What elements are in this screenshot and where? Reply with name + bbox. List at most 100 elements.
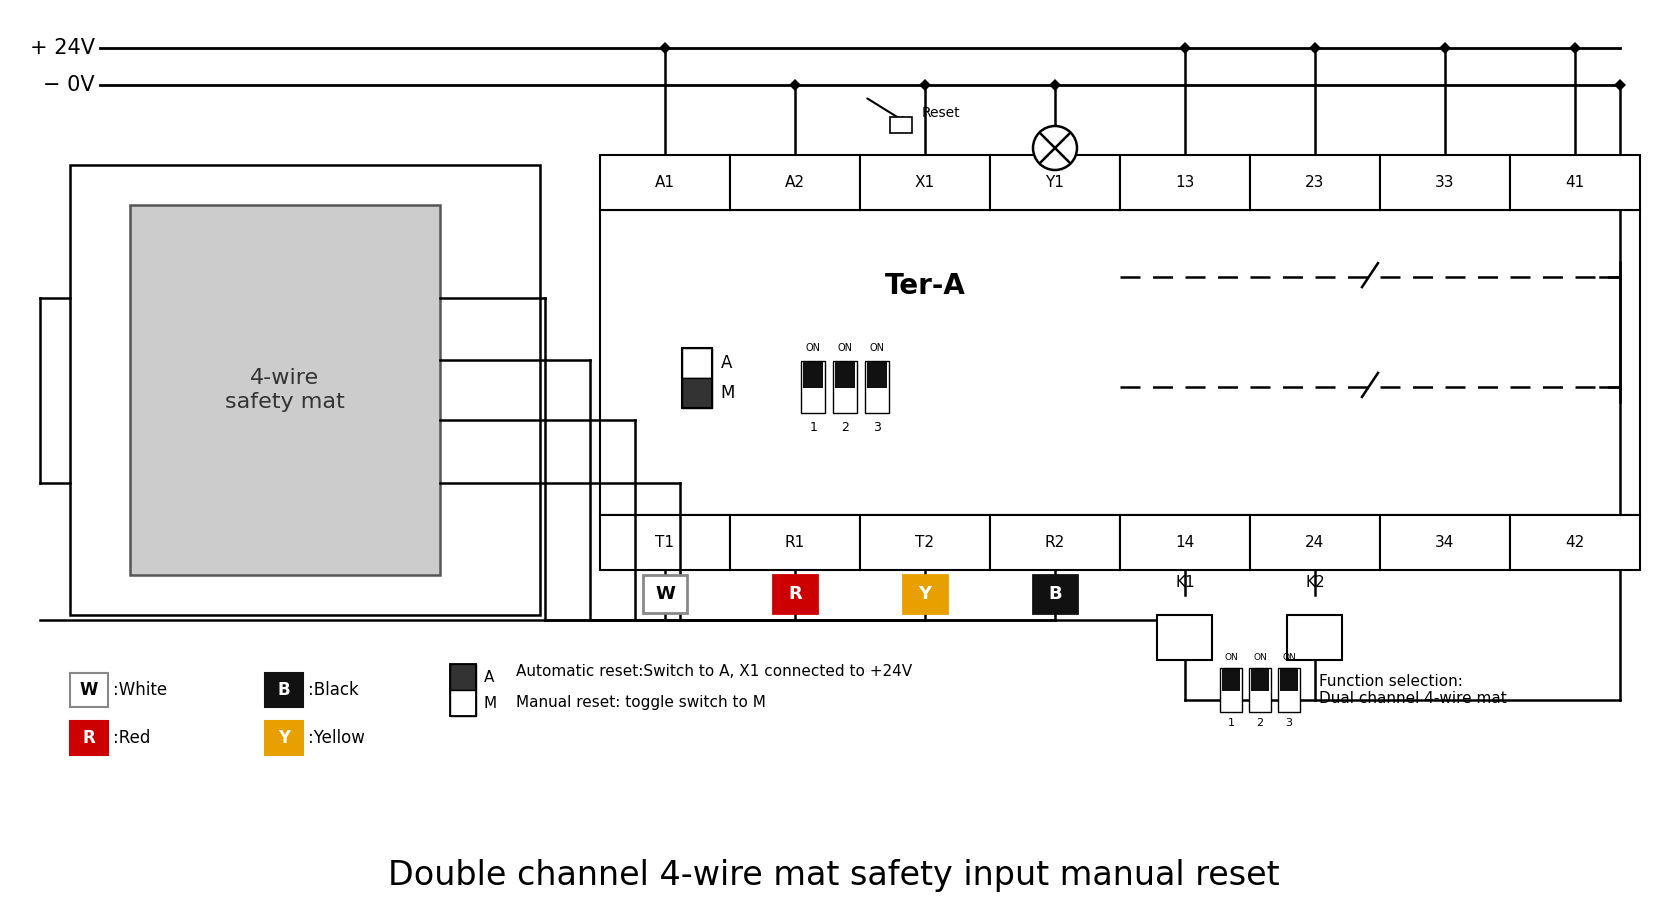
Bar <box>642 575 687 613</box>
Text: 1: 1 <box>1228 718 1234 728</box>
Bar <box>600 515 731 570</box>
Bar <box>1223 669 1239 691</box>
Text: 33: 33 <box>1434 175 1454 190</box>
Text: 41: 41 <box>1565 175 1585 190</box>
Bar <box>1032 575 1078 613</box>
Bar <box>867 362 887 388</box>
Bar <box>1249 668 1271 712</box>
Text: W: W <box>80 681 98 699</box>
Bar <box>861 155 991 210</box>
Bar <box>1510 515 1640 570</box>
Text: ON: ON <box>806 343 821 353</box>
Text: A1: A1 <box>656 175 676 190</box>
Text: ON: ON <box>837 343 852 353</box>
Text: Manual reset: toggle switch to M: Manual reset: toggle switch to M <box>515 696 766 710</box>
Bar <box>70 721 108 755</box>
Text: A2: A2 <box>786 175 806 190</box>
Bar <box>991 515 1119 570</box>
Bar <box>804 362 824 388</box>
Bar <box>866 361 889 413</box>
Bar <box>1278 668 1299 712</box>
Bar <box>600 155 731 210</box>
Bar <box>1119 515 1249 570</box>
Text: K1: K1 <box>1176 575 1194 590</box>
Text: Double channel 4-wire mat safety input manual reset: Double channel 4-wire mat safety input m… <box>389 858 1279 891</box>
Text: T2: T2 <box>916 535 934 550</box>
Text: R: R <box>787 585 802 603</box>
Bar <box>834 361 857 413</box>
Text: 1: 1 <box>809 421 817 434</box>
Text: :Red: :Red <box>113 729 150 747</box>
Bar <box>1249 155 1379 210</box>
Bar <box>1379 155 1510 210</box>
Text: 3: 3 <box>874 421 881 434</box>
Bar <box>891 117 912 133</box>
Text: 23: 23 <box>1306 175 1324 190</box>
Text: 34: 34 <box>1434 535 1454 550</box>
Text: M: M <box>484 696 497 710</box>
Text: 3: 3 <box>1286 718 1293 728</box>
Text: Y: Y <box>919 585 931 603</box>
Bar <box>1379 515 1510 570</box>
Text: 42: 42 <box>1565 535 1585 550</box>
Bar <box>1249 515 1379 570</box>
Text: 14: 14 <box>1176 535 1194 550</box>
Text: 2: 2 <box>1256 718 1264 728</box>
Bar <box>682 347 712 408</box>
Text: ON: ON <box>871 343 886 353</box>
Text: B: B <box>1048 585 1063 603</box>
Bar <box>1119 155 1249 210</box>
Text: A: A <box>484 670 494 685</box>
Text: :White: :White <box>113 681 167 699</box>
Bar <box>1510 155 1640 210</box>
Bar <box>682 347 712 378</box>
Text: ON: ON <box>1283 653 1296 662</box>
Bar <box>70 165 540 615</box>
Text: R: R <box>83 729 95 747</box>
Text: ON: ON <box>1224 653 1238 662</box>
Text: 24: 24 <box>1306 535 1324 550</box>
Text: B: B <box>277 681 290 699</box>
Text: 4-wire
safety mat: 4-wire safety mat <box>225 369 345 412</box>
Text: Y1: Y1 <box>1046 175 1064 190</box>
Bar <box>1279 669 1298 691</box>
Bar <box>731 515 861 570</box>
Bar <box>450 664 475 690</box>
Text: Function selection:
Dual channel 4-wire mat: Function selection: Dual channel 4-wire … <box>1319 674 1506 706</box>
Text: + 24V: + 24V <box>30 38 95 58</box>
Bar <box>682 378 712 408</box>
Text: M: M <box>721 384 736 402</box>
Text: Ter-A: Ter-A <box>884 272 966 301</box>
Text: R1: R1 <box>786 535 806 550</box>
Bar <box>600 210 1640 515</box>
Bar <box>450 664 475 716</box>
Bar <box>802 361 826 413</box>
Circle shape <box>1032 126 1078 170</box>
Bar <box>70 673 108 707</box>
Text: Reset: Reset <box>922 106 961 120</box>
Text: − 0V: − 0V <box>43 75 95 95</box>
Bar <box>991 155 1119 210</box>
Text: W: W <box>656 585 676 603</box>
Bar <box>1219 668 1243 712</box>
Text: 2: 2 <box>842 421 849 434</box>
Text: :Yellow: :Yellow <box>309 729 365 747</box>
Bar <box>731 155 861 210</box>
Bar <box>265 673 304 707</box>
Text: X1: X1 <box>916 175 936 190</box>
Text: T1: T1 <box>656 535 674 550</box>
Bar <box>902 575 947 613</box>
Text: Automatic reset:Switch to A, X1 connected to +24V: Automatic reset:Switch to A, X1 connecte… <box>515 664 912 679</box>
Bar <box>1158 615 1213 660</box>
Bar <box>861 515 991 570</box>
Bar <box>836 362 856 388</box>
Text: Y: Y <box>279 729 290 747</box>
Bar <box>1251 669 1269 691</box>
Text: :Black: :Black <box>309 681 359 699</box>
Text: K2: K2 <box>1304 575 1324 590</box>
Text: R2: R2 <box>1044 535 1066 550</box>
Bar <box>130 205 440 575</box>
Bar <box>265 721 304 755</box>
Bar <box>450 690 475 716</box>
Text: 13: 13 <box>1176 175 1194 190</box>
